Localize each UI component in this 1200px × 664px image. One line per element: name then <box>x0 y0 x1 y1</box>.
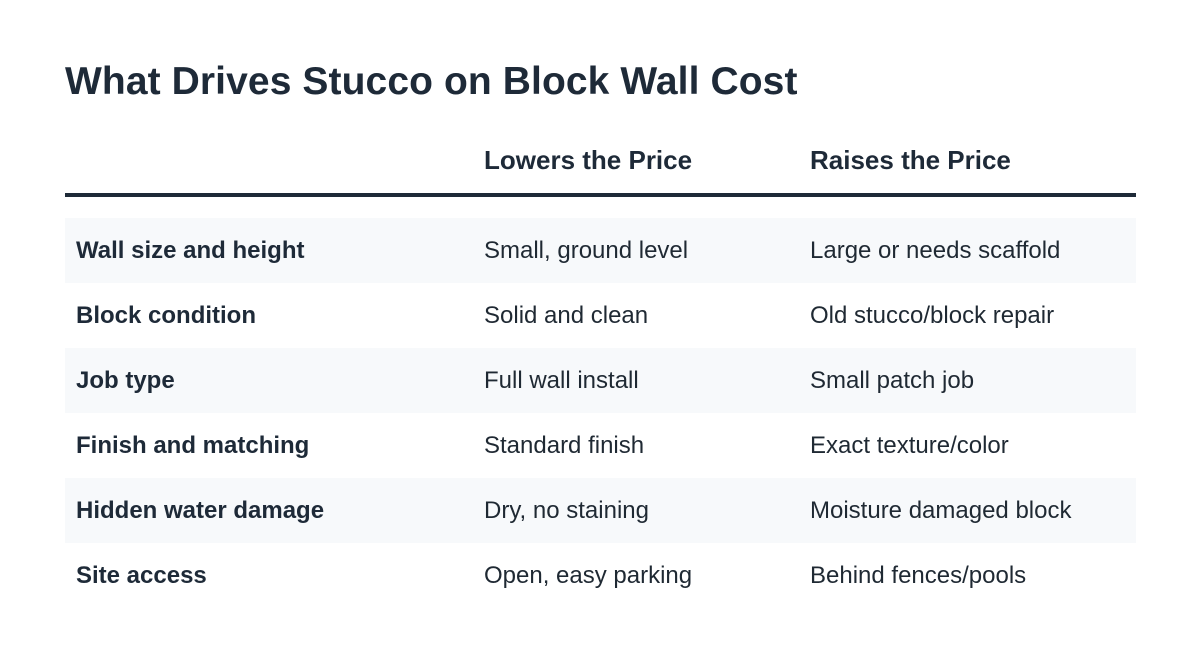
row-factor: Job type <box>76 367 175 394</box>
row-lowers: Open, easy parking <box>484 562 693 589</box>
table-row: Job type Full wall install Small patch j… <box>65 348 1136 413</box>
row-factor: Block condition <box>76 302 256 329</box>
cost-factors-table: Lowers the Price Raises the Price Wall s… <box>65 135 1136 608</box>
table-row: Hidden water damage Dry, no staining Moi… <box>65 478 1136 543</box>
row-lowers: Solid and clean <box>484 302 649 329</box>
row-factor: Wall size and height <box>76 237 305 264</box>
row-factor: Hidden water damage <box>76 497 325 524</box>
row-lowers: Standard finish <box>484 432 645 459</box>
row-lowers: Dry, no staining <box>484 497 649 524</box>
row-raises: Large or needs scaffold <box>810 237 1061 264</box>
row-raises: Exact texture/color <box>810 432 1009 459</box>
table-row: Site access Open, easy parking Behind fe… <box>65 543 1136 608</box>
row-lowers: Small, ground level <box>484 237 689 264</box>
page-title: What Drives Stucco on Block Wall Cost <box>65 60 798 103</box>
row-raises: Behind fences/pools <box>810 562 1027 589</box>
row-raises: Moisture damaged block <box>810 497 1072 524</box>
table-row: Wall size and height Small, ground level… <box>65 218 1136 283</box>
row-raises: Small patch job <box>810 367 975 394</box>
table-row: Block condition Solid and clean Old stuc… <box>65 283 1136 348</box>
header-spacer <box>65 197 1136 218</box>
row-raises: Old stucco/block repair <box>810 302 1055 329</box>
row-factor: Site access <box>76 562 207 589</box>
table-row: Finish and matching Standard finish Exac… <box>65 413 1136 478</box>
table-header-row: Lowers the Price Raises the Price <box>65 135 1136 197</box>
row-factor: Finish and matching <box>76 432 310 459</box>
column-header-lowers: Lowers the Price <box>484 145 693 175</box>
row-lowers: Full wall install <box>484 367 639 394</box>
column-header-raises: Raises the Price <box>810 145 1011 175</box>
